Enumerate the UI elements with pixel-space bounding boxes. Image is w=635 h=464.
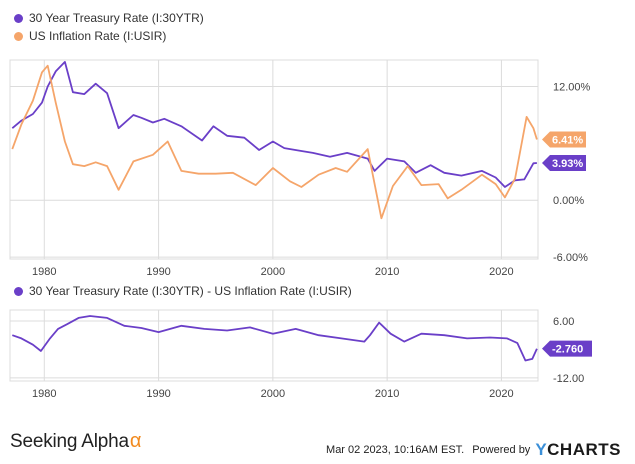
ycharts-logo-y: Y <box>535 440 548 459</box>
main-rate-chart: 1980 1990 2000 2010 2020 12.00% 0.00% -6.00% 6.4… <box>9 59 591 278</box>
legend-inflation-dot-icon <box>14 31 23 41</box>
legend-spread-dot-icon <box>14 286 23 296</box>
spread-end-tag-spread <box>542 340 592 357</box>
legend-treasury-label: 30 Year Treasury Rate (I:30YTR) <box>29 11 204 25</box>
main-end-tag-treasury <box>542 155 586 172</box>
spread-y-tick-label: 6.00 <box>553 316 574 328</box>
ycharts-logo-text: CHARTS <box>547 440 621 459</box>
legend-inflation-label: US Inflation Rate (I:USIR) <box>29 29 167 43</box>
legend-treasury[interactable]: 30 Year Treasury Rate (I:30YTR) <box>14 11 204 25</box>
main-x-tick-label: 1980 <box>32 266 56 278</box>
brand-name: Seeking Alpha <box>10 431 129 452</box>
legend-spread[interactable]: 30 Year Treasury Rate (I:30YTR) - US Inf… <box>14 284 352 298</box>
legend-spread-label: 30 Year Treasury Rate (I:30YTR) - US Inf… <box>29 284 352 298</box>
spread-plot-frame <box>9 309 539 382</box>
main-y-tick-label: -6.00% <box>553 252 588 264</box>
legend-treasury-dot-icon <box>14 13 23 23</box>
main-plot-frame <box>9 59 539 260</box>
powered-by-label: Powered by <box>472 444 531 456</box>
main-series-inflation[interactable] <box>11 64 538 220</box>
main-series-treasury[interactable] <box>11 61 537 188</box>
main-x-tick-label: 2000 <box>261 266 285 278</box>
spread-x-tick-label: 1980 <box>32 388 56 400</box>
ycharts-logo[interactable]: YCHARTS <box>535 440 621 460</box>
main-x-tick-label: 2020 <box>489 266 513 278</box>
main-x-tick-label: 1990 <box>146 266 170 278</box>
spread-end-value-spread: -2.760 <box>552 344 583 356</box>
footer-meta: Mar 02 2023, 10:16AM EST. Powered by YCH… <box>326 440 621 460</box>
alpha-mark-icon: α <box>129 430 142 452</box>
spread-x-tick-label: 2010 <box>375 388 399 400</box>
spread-series-spread[interactable] <box>12 315 538 362</box>
spread-x-tick-label: 2000 <box>261 388 285 400</box>
main-y-tick-label: 0.00% <box>553 195 584 207</box>
spread-y-tick-label: -12.00 <box>553 373 584 385</box>
main-end-tag-inflation <box>542 131 586 148</box>
main-end-value-inflation: 6.41% <box>552 135 583 147</box>
legend-inflation[interactable]: US Inflation Rate (I:USIR) <box>14 29 166 43</box>
seeking-alpha-logo: Seeking Alphaα <box>10 430 141 453</box>
spread-x-tick-label: 2020 <box>489 388 513 400</box>
main-y-tick-label: 12.00% <box>553 82 591 94</box>
main-end-value-treasury: 3.93% <box>552 158 583 170</box>
spread-chart: 1980 1990 2000 2010 2020 6.00 -12.00 -2.760 <box>9 309 592 400</box>
timestamp: Mar 02 2023, 10:16AM EST. <box>326 444 465 456</box>
main-x-tick-label: 2010 <box>375 266 399 278</box>
spread-x-tick-label: 1990 <box>146 388 170 400</box>
